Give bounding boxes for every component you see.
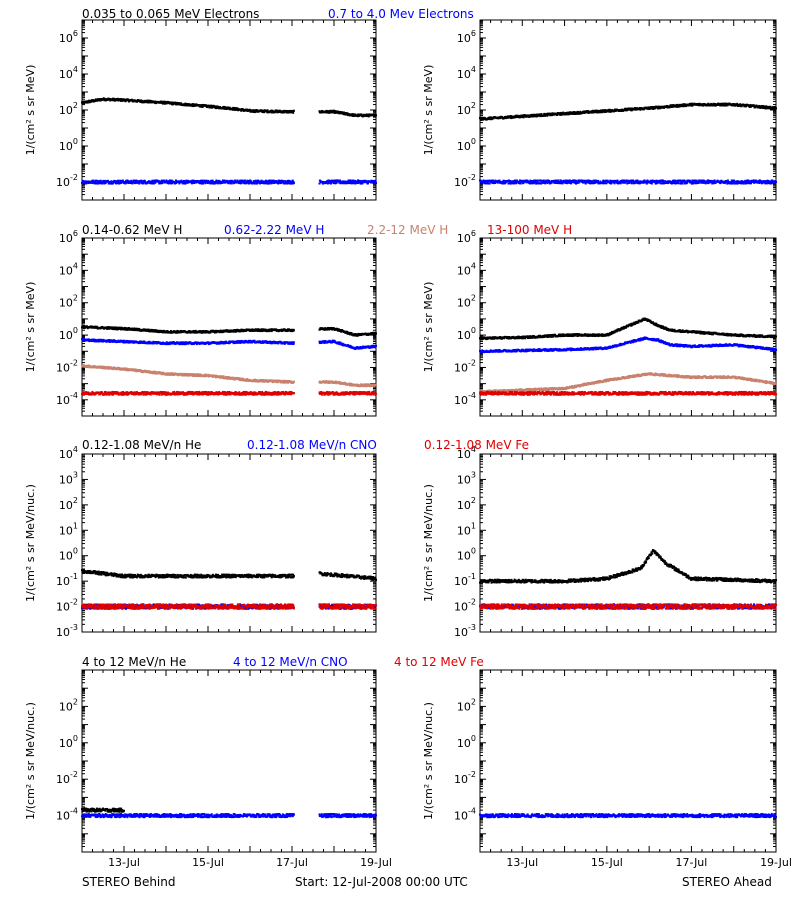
data-point — [692, 182, 694, 184]
y-tick-label: 102 — [59, 101, 78, 117]
legend-row4-blue: 4 to 12 MeV/n CNO — [233, 655, 348, 669]
data-point — [775, 181, 777, 183]
data-point — [631, 182, 633, 184]
data-point — [110, 180, 112, 182]
y-tick-label: 10-2 — [454, 173, 476, 189]
y-tick-label: 100 — [59, 137, 78, 153]
data-point — [651, 183, 653, 185]
y-tick-label: 104 — [59, 65, 78, 81]
data-point — [775, 107, 777, 109]
legend-row2-red: 13-100 MeV H — [487, 223, 572, 237]
data-point — [375, 180, 377, 182]
y-tick-label: 10-2 — [56, 173, 78, 189]
data-point — [375, 114, 377, 116]
legend-row1-blue: 0.7 to 4.0 Mev Electrons — [328, 7, 474, 21]
data-point — [154, 182, 156, 184]
y-tick-label: 106 — [59, 29, 78, 45]
data-point — [140, 180, 142, 182]
legend-row2-blue: 0.62-2.22 MeV H — [224, 223, 324, 237]
panel-row2-behind: 10-4 10-2 100 102 104 106 1/(cm² s sr MeV) — [24, 229, 377, 416]
data-point — [117, 180, 119, 182]
data-point — [605, 182, 607, 184]
panel-row1-ahead: 10-2 100 102 104 106 1/(cm² s sr MeV) — [422, 20, 777, 200]
data-point — [682, 183, 684, 185]
data-point — [375, 332, 377, 334]
series-0-7-to-4-0-mev-electrons — [479, 179, 777, 184]
data-point — [747, 179, 749, 181]
series-0-14-0-62-mev-h — [81, 325, 377, 337]
series-0-035-to-0-065-mev-electrons — [479, 103, 777, 121]
y-tick-label: 106 — [59, 229, 78, 245]
series-0-62-2-22-mev-h — [81, 338, 377, 350]
data-point — [292, 112, 294, 114]
y-tick-label: 102 — [59, 294, 78, 310]
y-tick-label: 104 — [457, 65, 476, 81]
y-axis-title: 1/(cm² s sr MeV) — [24, 282, 37, 373]
y-tick-label: 100 — [457, 137, 476, 153]
legend-row4-black: 4 to 12 MeV/n He — [82, 655, 186, 669]
data-point — [254, 183, 256, 185]
y-tick-label: 106 — [457, 29, 476, 45]
data-point — [604, 182, 606, 184]
legend-row4-red: 4 to 12 MeV Fe — [394, 655, 484, 669]
data-point — [520, 182, 522, 184]
y-axis-title: 1/(cm² s sr MeV) — [24, 65, 37, 156]
data-point — [375, 182, 377, 184]
data-point — [282, 180, 284, 182]
data-point — [293, 182, 295, 184]
data-point — [614, 182, 616, 184]
y-tick-label: 100 — [59, 326, 78, 342]
data-point — [293, 110, 295, 112]
series-0-035-to-0-065-mev-electrons — [81, 97, 377, 117]
series-0-7-to-4-0-mev-electrons — [81, 179, 377, 184]
y-tick-label: 102 — [457, 101, 476, 117]
y-tick-label: 10-2 — [56, 358, 78, 374]
y-tick-label: 10-4 — [56, 391, 78, 407]
y-axis-title: 1/(cm² s sr MeV) — [422, 65, 435, 156]
data-point — [678, 182, 680, 184]
legend-row2-black: 0.14-0.62 MeV H — [82, 223, 182, 237]
data-point — [515, 182, 517, 184]
legend-row1-black: 0.035 to 0.065 MeV Electrons — [82, 7, 259, 21]
row1-legend: 0.035 to 0.065 MeV Electrons 0.7 to 4.0 … — [82, 7, 474, 21]
legend-row3-red: 0.12-1.08 MeV Fe — [424, 438, 529, 452]
data-point — [293, 341, 295, 343]
data-point — [293, 329, 295, 331]
legend-row3-black: 0.12-1.08 MeV/n He — [82, 438, 201, 452]
y-tick-label: 104 — [59, 261, 78, 277]
row2-legend: 0.14-0.62 MeV H 0.62-2.22 MeV H 2.2-12 M… — [82, 223, 572, 237]
legend-row3-blue: 0.12-1.08 MeV/n CNO — [247, 438, 377, 452]
data-point — [629, 182, 631, 184]
data-point — [202, 183, 204, 185]
panel-row1-behind: 10-2 100 102 104 106 1/(cm² s sr MeV) — [24, 20, 377, 200]
legend-row2-tan: 2.2-12 MeV H — [367, 223, 448, 237]
row4-legend: 4 to 12 MeV/n He 4 to 12 MeV/n CNO 4 to … — [82, 655, 484, 669]
